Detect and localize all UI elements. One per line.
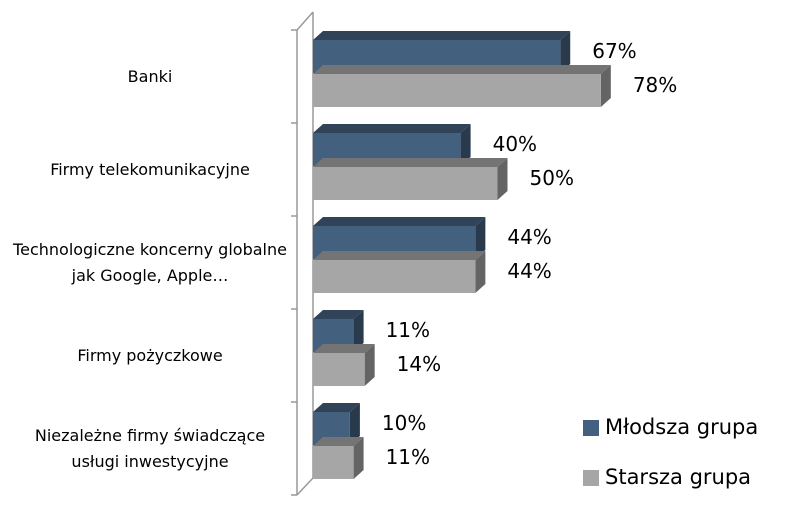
bar-top: [313, 158, 508, 167]
bar-side: [460, 124, 471, 166]
bar-front: [313, 167, 498, 200]
category-label-box: Firmy telekomunikacyjne: [50, 159, 250, 179]
bar-top: [313, 124, 471, 133]
bar: [313, 65, 611, 107]
bar: [313, 437, 364, 479]
legend-label: Starsza grupa: [605, 465, 751, 489]
bar-top: [313, 403, 360, 412]
value-label: 10%: [382, 411, 426, 435]
value-label: 44%: [507, 225, 551, 249]
value-label: 78%: [633, 73, 677, 97]
legend-swatch: [583, 470, 599, 486]
bar: [313, 251, 486, 293]
y-tick-label: Banki: [127, 66, 173, 86]
bar-front: [313, 260, 476, 293]
value-label: 11%: [386, 445, 430, 469]
bar-top: [313, 251, 486, 260]
bar-side: [349, 403, 360, 445]
category-label-box: Firmy pożyczkowe: [77, 345, 223, 365]
bar-front: [313, 446, 354, 479]
value-label: 67%: [592, 39, 636, 63]
value-label: 50%: [530, 166, 574, 190]
bar-side: [560, 31, 571, 73]
bar-side: [353, 437, 364, 479]
axis-wall: [296, 11, 314, 496]
bar-side: [600, 65, 611, 107]
y-tick-label: Firmy telekomunikacyjne: [50, 159, 250, 179]
bar: [313, 158, 508, 200]
bar-side: [364, 344, 375, 386]
value-label: 44%: [507, 259, 551, 283]
bar-side: [353, 310, 364, 352]
bar-front: [313, 74, 601, 107]
category-label-box: Niezależne firmy świadczące usługi inwes…: [34, 425, 266, 471]
bar-top: [313, 31, 571, 40]
legend-swatch: [583, 420, 599, 436]
value-label: 11%: [386, 318, 430, 342]
bar-top: [313, 310, 364, 319]
bar-top: [313, 65, 611, 74]
category-label-box: Banki: [127, 66, 173, 86]
bar-front: [313, 353, 365, 386]
legend-label: Młodsza grupa: [605, 415, 758, 439]
value-label: 40%: [493, 132, 537, 156]
bar-side: [475, 217, 486, 259]
value-label: 14%: [397, 352, 441, 376]
category-label-box: Technologiczne koncerny globalne jak Goo…: [13, 239, 287, 285]
bar: [313, 344, 375, 386]
bar-top: [313, 217, 486, 226]
bar-side: [497, 158, 508, 200]
bar-top: [313, 344, 375, 353]
bar-side: [475, 251, 486, 293]
y-tick-label: Firmy pożyczkowe: [77, 345, 223, 365]
y-tick-label: Technologiczne koncerny globalne jak Goo…: [13, 239, 287, 285]
y-tick-label: Niezależne firmy świadczące usługi inwes…: [34, 425, 266, 471]
bar-top: [313, 437, 364, 446]
